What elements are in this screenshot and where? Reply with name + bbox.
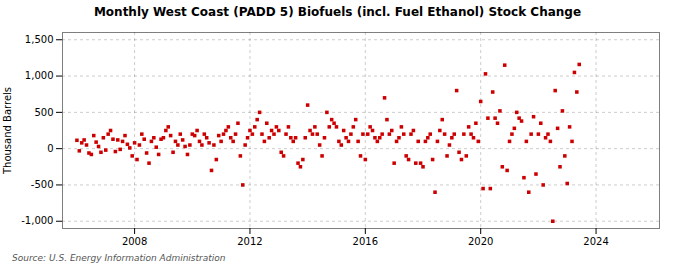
svg-text:-1,000: -1,000 [21, 215, 53, 226]
svg-text:2016: 2016 [353, 236, 378, 247]
svg-text:2020: 2020 [468, 236, 493, 247]
svg-text:1,500: 1,500 [25, 34, 54, 45]
html-text:Monthly West Coast (PADD 5) Bi: Monthly West Coast (PADD 5) Biofuels (in… [93, 5, 582, 19]
svg-text:2012: 2012 [237, 236, 262, 247]
svg-text:0: 0 [47, 143, 53, 154]
svg-text:2024: 2024 [583, 236, 608, 247]
svg-text:-500: -500 [31, 179, 54, 190]
html-text:Source: U.S. Energy Informatio: Source: U.S. Energy Information Administ… [12, 253, 226, 263]
svg-text:2008: 2008 [122, 236, 147, 247]
svg-text:1,000: 1,000 [25, 70, 54, 81]
svg-text:Thousand Barrels: Thousand Barrels [2, 87, 13, 175]
svg-text:500: 500 [34, 107, 53, 118]
